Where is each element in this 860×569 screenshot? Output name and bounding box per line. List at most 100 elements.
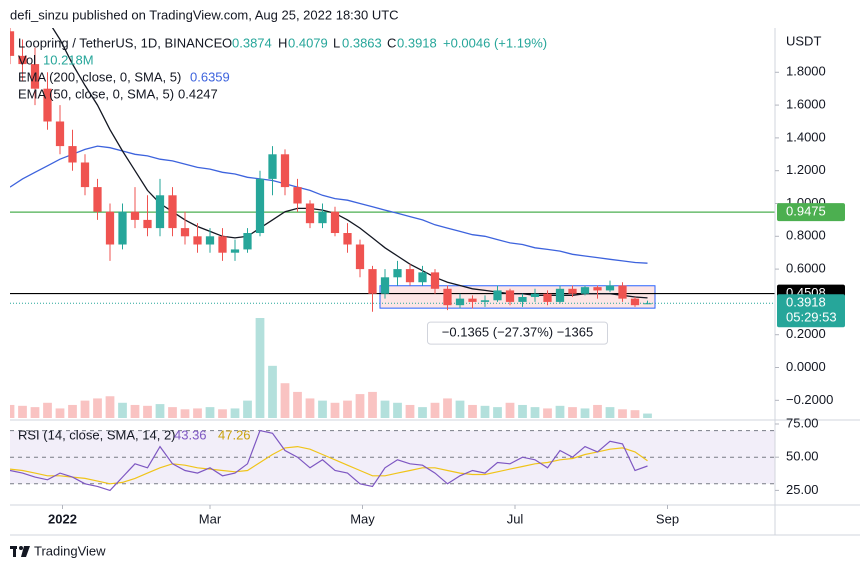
currency: USDT: [786, 33, 821, 48]
candle-body: [255, 178, 265, 234]
range-label-box: [427, 321, 608, 345]
volume-bar: [255, 318, 265, 418]
volume-bar: [605, 407, 615, 418]
volume-bar: [580, 408, 590, 418]
candle-body: [630, 298, 640, 306]
volume-bar: [193, 408, 202, 418]
candle-body: [118, 211, 127, 245]
candle-body: [380, 277, 390, 294]
footer-logo: TradingView: [10, 543, 106, 558]
rsi-ma-value: 47.26: [218, 427, 251, 442]
logo-part: [21, 546, 30, 557]
volume-name: Vol: [18, 52, 36, 67]
volume-bar: [568, 407, 577, 418]
volume-bar: [230, 408, 240, 418]
candle-body: [580, 287, 590, 294]
volume-bar: [430, 402, 440, 418]
volume-bar: [618, 409, 627, 418]
volume-bar: [505, 402, 515, 418]
candle-body: [493, 290, 502, 301]
volume-bar: [130, 404, 140, 418]
candle-body: [480, 300, 490, 302]
candle-body: [318, 211, 327, 224]
volume-bar: [243, 400, 252, 418]
volume-bar: [455, 400, 465, 418]
candle-body: [430, 272, 440, 289]
y-tick-label: 1.8000: [786, 64, 826, 79]
volume-bar: [393, 402, 402, 418]
volume-bar: [543, 408, 552, 418]
volume-bar: [643, 413, 652, 418]
volume-bar: [18, 405, 27, 418]
volume-bar: [105, 396, 115, 418]
ema-name: EMA (50, close, 0, SMA, 5): [18, 86, 174, 101]
x-tick-label: Sep: [656, 511, 679, 526]
ohlc-value: 0.4079: [288, 35, 328, 50]
volume-bar: [480, 405, 490, 418]
ema-line: [51, 28, 648, 299]
ohlc-value: 0.3863: [342, 35, 382, 50]
volume-bar: [180, 409, 190, 418]
rsi-tick-label: 25.00: [786, 482, 819, 497]
y-tick-label: 1.6000: [786, 97, 826, 112]
candle-body: [155, 195, 165, 229]
candle-body: [18, 55, 27, 65]
rsi-value: 43.36: [174, 427, 207, 442]
candle-body: [518, 296, 527, 302]
symbol: Loopring / TetherUS, 1D, BINANCE: [18, 35, 223, 50]
rsi-band: [10, 430, 775, 484]
logo-part: [13, 546, 16, 557]
ema-value: 0.6359: [190, 69, 230, 84]
main-pane: −0.1365 (−27.37%) −1365: [10, 28, 775, 418]
ohlc-value: 0.3918: [397, 35, 437, 50]
y-tick-label: 0.6000: [786, 261, 826, 276]
volume-bar: [80, 400, 90, 418]
volume-bar: [143, 405, 152, 418]
countdown: 05:29:53: [786, 310, 837, 325]
volume-bar: [418, 407, 427, 418]
candle-body: [343, 233, 352, 245]
candle-body: [205, 236, 215, 245]
x-tick-label: 2022: [48, 511, 77, 526]
volume-bar: [168, 407, 177, 418]
volume-bar: [293, 391, 302, 418]
ema-value: 0.4247: [178, 86, 218, 101]
rsi-pane: [10, 429, 775, 492]
candle-body: [280, 154, 290, 188]
volume-bar: [93, 398, 102, 418]
candle-body: [555, 288, 565, 302]
candle-body: [268, 154, 277, 179]
candle-body: [543, 293, 552, 302]
volume-bar: [493, 407, 502, 418]
candle-body: [368, 269, 377, 294]
volume-bar: [305, 398, 315, 418]
logo-part: [19, 546, 23, 550]
candle-body: [405, 269, 415, 283]
y-tick-label: 0.2000: [786, 326, 826, 341]
legend: Loopring / TetherUS, 1D, BINANCE O 0.387…: [18, 33, 821, 442]
candle-body: [93, 187, 102, 212]
volume-bar: [530, 407, 540, 418]
candle-body: [505, 290, 515, 302]
rsi-tick-label: 75.00: [786, 415, 819, 430]
candle-body: [468, 298, 477, 302]
volume-bar: [380, 400, 390, 418]
ohlc-value: 0.3874: [232, 35, 272, 50]
ema-line: [10, 145, 648, 264]
publisher: defi_sinzu published on TradingView.com,…: [10, 7, 399, 22]
candle-body: [293, 187, 302, 204]
change: +0.0046 (+1.19%): [443, 35, 547, 50]
axes: 1.80001.60001.40001.20001.00000.80000.60…: [10, 28, 860, 536]
candle-body: [243, 233, 252, 250]
volume-value: 10.218M: [43, 52, 94, 67]
candle-body: [643, 303, 652, 305]
ohlc-letter: C: [387, 35, 396, 50]
volume-bar: [55, 408, 65, 418]
ohlc-letter: O: [222, 35, 232, 50]
volume-bar: [368, 391, 377, 418]
last-price-badge: [777, 294, 845, 328]
candle-body: [193, 236, 202, 245]
candle-body: [568, 288, 577, 294]
volume-bar: [118, 402, 127, 418]
candle-body: [80, 162, 90, 188]
